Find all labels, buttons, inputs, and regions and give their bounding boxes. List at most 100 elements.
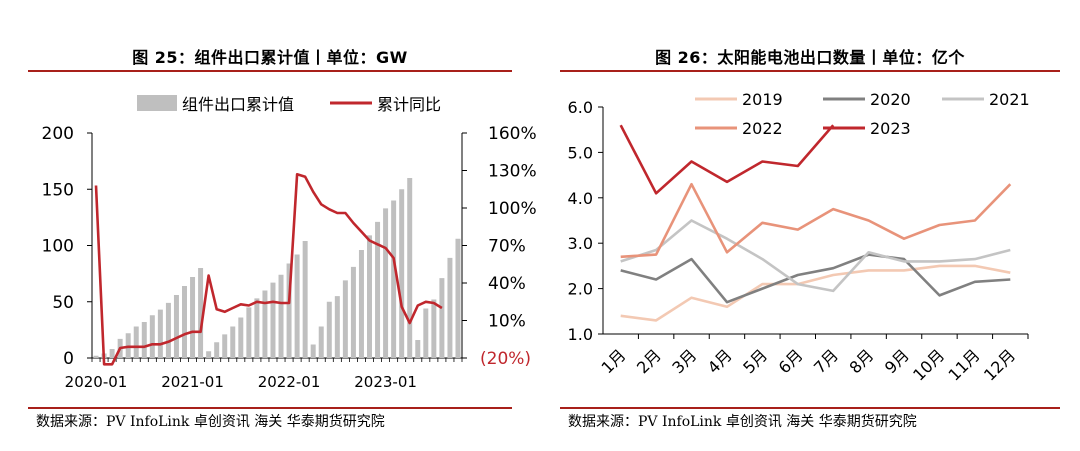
bar — [149, 315, 155, 358]
right-chart-title: 图 26：太阳能电池出口数量丨单位：亿个 — [655, 48, 965, 67]
left-title-rule — [28, 70, 512, 72]
bar — [206, 351, 212, 358]
right-y-tick-label: 40% — [488, 274, 526, 294]
line-series-2020 — [620, 253, 1011, 304]
bar — [391, 200, 397, 358]
bar — [133, 326, 139, 358]
bar — [326, 301, 332, 358]
left-combo-chart: 0 50 100 150 200 (20%) 10% 40% 70% 100% 130% 160% 20… — [42, 95, 537, 391]
x-tick-label: 6月 — [775, 345, 807, 377]
legend-bar-label: 组件出口累计值 — [182, 95, 294, 114]
bar — [278, 274, 284, 358]
legend-label-2019: 2019 — [742, 90, 783, 109]
x-tick-label: 2023-01 — [354, 373, 417, 391]
x-tick-label: 9月 — [881, 345, 913, 377]
bar — [294, 254, 300, 358]
x-tick-label: 2月 — [633, 345, 665, 377]
bar — [318, 326, 324, 358]
bar — [254, 298, 260, 358]
bar — [399, 189, 405, 358]
legend-label-2021: 2021 — [989, 90, 1030, 109]
y-tick-label: 6.0 — [568, 98, 593, 117]
y-tick-label: 3.0 — [568, 234, 593, 253]
left-chart-panel: 图 25：组件出口累计值丨单位：GW 0 50 100 150 200 (20%) 10% 4… — [28, 48, 537, 430]
y-tick-label: 2.0 — [568, 280, 593, 299]
x-tick-label: 4月 — [704, 345, 736, 377]
x-tick-label: 1月 — [598, 345, 630, 377]
line-series-yoy — [94, 173, 443, 366]
left-y-tick-label: 50 — [52, 293, 74, 313]
bar — [238, 317, 244, 358]
x-tick-label: 2021-01 — [161, 373, 224, 391]
left-y-tick-label: 150 — [42, 180, 74, 200]
bar — [198, 268, 204, 358]
right-y-tick-label: 70% — [488, 237, 526, 257]
legend-line-label: 累计同比 — [377, 95, 441, 114]
bar — [157, 309, 163, 358]
bar — [342, 280, 348, 358]
bar — [286, 263, 292, 358]
left-y-tick-label: 100 — [42, 237, 74, 257]
legend-label-2022: 2022 — [742, 119, 783, 138]
bar — [230, 326, 236, 358]
bar — [431, 299, 437, 358]
left-chart-title: 图 25：组件出口累计值丨单位：GW — [132, 48, 408, 67]
x-tick-label: 12月 — [980, 345, 1019, 384]
right-y-tick-label: 130% — [488, 162, 537, 182]
right-y-tick-label: (20%) — [480, 349, 531, 369]
bar — [93, 355, 99, 358]
right-chart-panel: 图 26：太阳能电池出口数量丨单位：亿个 1.0 2.0 3.0 4.0 5.0 6.0 1… — [540, 0, 1080, 451]
bar — [262, 290, 268, 358]
x-tick-label: 2020-01 — [65, 373, 128, 391]
legend-label-2023: 2023 — [870, 119, 911, 138]
legend-bar-swatch — [137, 95, 177, 111]
bar — [165, 302, 171, 358]
x-tick-label: 10月 — [909, 345, 948, 384]
x-tick-label: 7月 — [810, 345, 842, 377]
bar — [214, 342, 220, 358]
bar — [423, 308, 429, 358]
bar — [270, 282, 276, 358]
line-series-2021 — [620, 219, 1011, 293]
y-tick-label: 5.0 — [568, 143, 593, 162]
left-source-rule — [28, 407, 512, 409]
line-series-2022 — [620, 182, 1012, 259]
bar — [383, 208, 389, 358]
bar — [182, 286, 187, 358]
bar — [455, 238, 461, 358]
legend-label-2020: 2020 — [870, 90, 911, 109]
left-source-note: 数据来源：PV InfoLink 卓创资讯 海关 华泰期货研究院 — [36, 414, 385, 430]
right-y-tick-label: 10% — [488, 312, 526, 332]
bar — [141, 322, 147, 358]
bar — [358, 250, 364, 358]
bar — [173, 295, 179, 358]
right-y-tick-label: 100% — [488, 199, 537, 219]
bar — [109, 349, 115, 358]
right-line-chart: 1.02.03.04.05.06.01月 2月 3月 4月 5月 6月 7月 8月 9月10月1… — [568, 90, 1030, 385]
bar — [350, 266, 356, 358]
x-tick-label: 5月 — [739, 345, 771, 377]
bar — [222, 334, 228, 358]
y-tick-label: 4.0 — [568, 189, 593, 208]
left-y-tick-label: 200 — [42, 124, 74, 144]
right-source-rule — [560, 407, 1060, 409]
bar — [415, 340, 421, 358]
bar — [246, 307, 252, 358]
line-series-2023 — [619, 124, 835, 195]
right-y-tick-label: 160% — [488, 124, 537, 144]
line-series-2019 — [620, 264, 1011, 322]
x-tick-label: 11月 — [945, 345, 984, 384]
bar — [407, 178, 413, 358]
y-tick-label: 1.0 — [568, 325, 593, 344]
bar — [367, 235, 372, 358]
bar — [190, 277, 196, 358]
left-y-tick-label: 0 — [63, 349, 74, 369]
right-title-rule — [560, 70, 1060, 72]
bar — [302, 241, 308, 358]
x-tick-label: 8月 — [846, 345, 878, 377]
bar — [447, 257, 453, 358]
bar — [334, 296, 340, 358]
x-tick-label: 3月 — [668, 345, 700, 377]
bar — [310, 344, 316, 358]
right-source-note: 数据来源：PV InfoLink 卓创资讯 海关 华泰期货研究院 — [568, 414, 917, 430]
